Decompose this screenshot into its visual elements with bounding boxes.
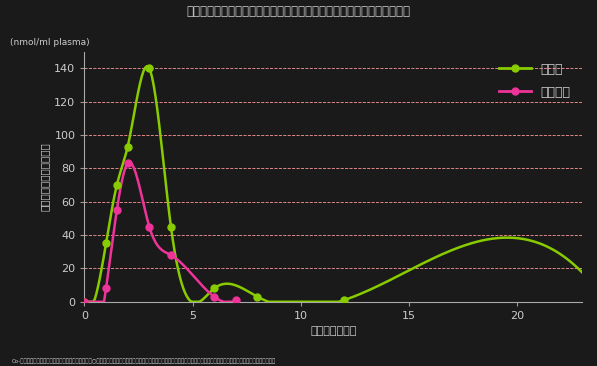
魚由来: [81, 300, 88, 304]
魚由来: [103, 241, 110, 246]
Legend: 魚由来, 豚皮由来: 魚由来, 豚皮由来: [494, 58, 576, 104]
Line: 魚由来: 魚由来: [81, 65, 597, 305]
Text: 同一分子量で原料の異なるコラーゲンペプチドの血中への吸収量の比較: 同一分子量で原料の異なるコラーゲンペプチドの血中への吸収量の比較: [186, 5, 411, 19]
豚皮由来: [232, 298, 239, 302]
Line: 豚皮由来: 豚皮由来: [81, 160, 239, 305]
魚由来: [167, 224, 174, 229]
豚皮由来: [167, 253, 174, 257]
魚由来: [340, 298, 347, 302]
Y-axis label: コラーゲンペプチド濃度: コラーゲンペプチド濃度: [40, 142, 50, 211]
豚皮由来: [211, 295, 218, 299]
魚由来: [254, 295, 261, 299]
X-axis label: 摂取後経過時間: 摂取後経過時間: [310, 326, 356, 336]
豚皮由来: [124, 161, 131, 165]
魚由来: [124, 145, 131, 149]
Text: Co-試験対象はヒドロキシプロリン含有ジペプチド　○は試験平均値　ウィロー・バー社製　高濃度コラーゲンペプチドの摂取と血中ヒドロキシプロリン含有ペプチドの動態よ: Co-試験対象はヒドロキシプロリン含有ジペプチド ○は試験平均値 ウィロー・バー…: [12, 359, 276, 364]
豚皮由来: [81, 300, 88, 304]
魚由来: [146, 66, 153, 71]
魚由来: [113, 183, 121, 187]
魚由来: [211, 286, 218, 291]
豚皮由来: [103, 286, 110, 291]
豚皮由来: [146, 224, 153, 229]
豚皮由来: [113, 208, 121, 212]
Text: (nmol/ml plasma): (nmol/ml plasma): [10, 38, 90, 46]
